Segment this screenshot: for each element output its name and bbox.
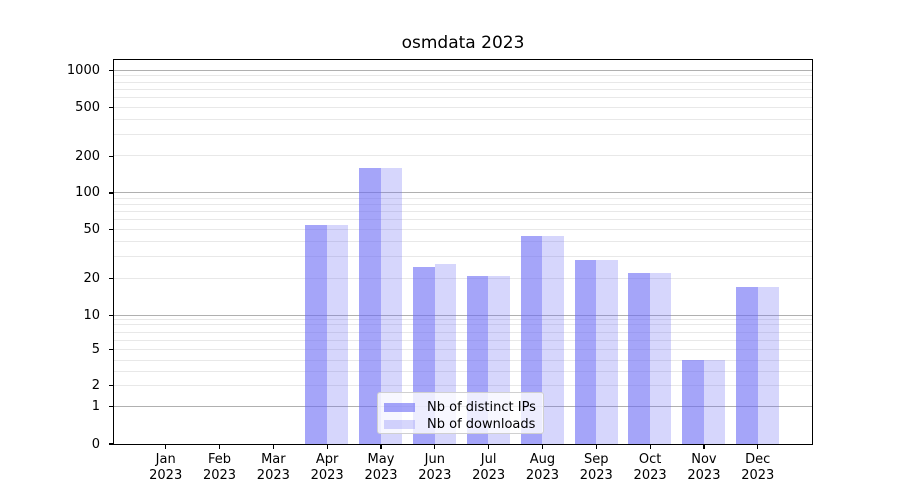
y-gridline-minor [113,340,812,342]
y-tick-label: 500 [75,99,100,115]
bar-downloads [649,273,672,444]
legend-entry-distinct-ips: Nb of distinct IPs [378,399,543,416]
y-gridline-major [113,69,812,71]
y-gridline-minor [113,331,812,333]
y-gridline-minor [113,359,812,361]
x-tick-label: Feb 2023 [202,452,237,483]
x-tick-label: Nov 2023 [687,452,721,483]
y-tick-label: 0 [91,436,100,452]
bar-distinct-ips [682,360,704,444]
bar-downloads [596,260,618,444]
y-gridline-minor [113,277,812,279]
x-tick-mark [165,444,167,449]
bar-distinct-ips [628,273,650,444]
x-tick-mark [380,444,382,449]
x-tick-mark [326,444,328,449]
y-tick-mark [109,106,114,108]
bar-distinct-ips [305,224,327,444]
y-tick-mark [109,385,114,387]
y-gridline-minor [113,204,812,206]
y-tick-label: 5 [91,342,100,358]
bar-distinct-ips [574,260,597,444]
bar-distinct-ips [736,287,758,444]
y-gridline-minor [113,349,812,351]
y-gridline-minor [113,370,812,372]
bar-downloads [703,360,726,444]
y-gridline-minor [113,197,812,199]
y-tick-label: 100 [75,185,100,201]
y-gridline-minor [113,75,812,77]
y-gridline-minor [113,323,812,325]
y-tick-mark [109,314,114,316]
x-tick-label: Apr 2023 [310,452,344,483]
y-gridline-major [113,192,812,194]
plot-area [112,58,813,445]
bar-downloads [380,167,403,444]
legend-label-downloads: Nb of downloads [427,417,536,432]
y-gridline-minor [113,385,812,387]
y-tick-label: 1000 [66,63,100,79]
y-gridline-minor [113,88,812,90]
x-tick-label: Jul 2023 [472,452,506,483]
x-tick-mark [649,444,651,449]
x-tick-mark [488,444,490,449]
x-tick-label: May 2023 [364,452,398,483]
y-tick-mark [109,229,114,231]
x-tick-label: Oct 2023 [633,452,667,483]
y-gridline-minor [113,155,812,157]
y-gridline-minor [113,241,812,242]
x-tick-mark [541,444,544,449]
x-tick-label: Aug 2023 [525,452,559,483]
y-gridline-minor [113,229,812,231]
legend-swatch-distinct-ips [384,403,415,412]
chart-title: osmdata 2023 [401,33,525,53]
y-gridline-major [113,314,812,316]
y-tick-label: 1 [91,398,100,414]
y-tick-mark [109,443,114,445]
y-tick-label: 10 [83,307,100,323]
y-gridline-minor [113,81,812,83]
x-tick-label: Sep 2023 [579,452,613,483]
legend-label-distinct-ips: Nb of distinct IPs [427,400,536,415]
y-tick-label: 20 [83,271,100,287]
bar-distinct-ips [359,167,381,444]
y-tick-label: 50 [83,222,100,238]
x-tick-mark [218,444,221,449]
bar-downloads [757,287,780,444]
x-tick-mark [595,444,597,449]
y-tick-mark [109,277,114,280]
y-tick-mark [109,405,114,407]
legend-swatch-downloads [384,420,415,429]
y-tick-mark [109,349,114,351]
x-tick-mark [757,444,759,449]
y-gridline-minor [113,219,812,221]
y-gridline-minor [113,106,812,108]
x-tick-label: Jun 2023 [418,452,452,483]
x-tick-mark [272,444,274,449]
x-tick-mark [434,444,436,449]
x-tick-label: Dec 2023 [741,452,775,483]
y-tick-label: 200 [75,148,100,164]
bar-downloads [326,224,349,444]
y-gridline-minor [113,211,812,213]
legend-entry-downloads: Nb of downloads [378,416,543,433]
x-tick-label: Jan 2023 [149,452,183,483]
bar-downloads [542,236,564,444]
y-tick-mark [109,69,114,72]
y-tick-mark [109,155,114,157]
y-gridline-minor [113,256,812,258]
bar-distinct-ips [520,236,543,444]
y-gridline-minor [113,133,812,135]
y-tick-mark [109,192,114,194]
x-tick-mark [703,444,705,449]
y-gridline-minor [113,318,812,320]
y-tick-label: 2 [91,378,100,394]
y-gridline-minor [113,118,812,120]
legend: Nb of distinct IPs Nb of downloads [377,392,544,434]
x-tick-label: Mar 2023 [256,452,290,483]
y-gridline-minor [113,97,812,99]
